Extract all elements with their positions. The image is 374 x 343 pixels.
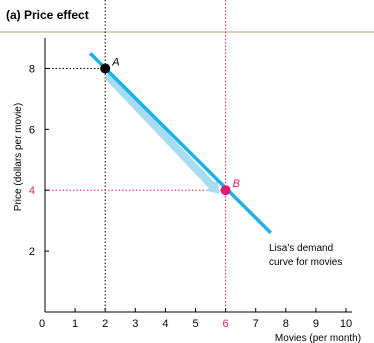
x-tick-label-8: 8 bbox=[283, 318, 289, 330]
x-tick-label-3: 3 bbox=[132, 318, 138, 330]
axes bbox=[44, 38, 352, 313]
point-a-marker bbox=[100, 63, 111, 74]
x-tick-label-1: 1 bbox=[72, 318, 78, 330]
curve-label-line-1: Lisa's demand bbox=[269, 243, 333, 254]
point-b-label: B bbox=[233, 178, 240, 190]
y-tick-label-2: 2 bbox=[29, 246, 35, 258]
axis-labels: Price (dollars per movie) Movies (per mo… bbox=[13, 103, 361, 343]
points-layer: AB bbox=[100, 56, 240, 196]
x-tick-label-0: 0 bbox=[39, 318, 45, 330]
x-axis-label: Movies (per month) bbox=[275, 333, 361, 343]
price-effect-arrow-head bbox=[205, 179, 220, 194]
x-tick-label-10: 10 bbox=[340, 318, 352, 330]
price-effect-arrow bbox=[105, 73, 220, 194]
demand-curve-layer bbox=[88, 51, 272, 235]
x-tick-label-9: 9 bbox=[313, 318, 319, 330]
x-tick-label-5: 5 bbox=[192, 318, 198, 330]
x-tick-label-7: 7 bbox=[253, 318, 259, 330]
y-tick-label-6: 6 bbox=[29, 124, 35, 136]
point-b-marker bbox=[220, 185, 231, 196]
demand-curve bbox=[88, 51, 272, 235]
x-tick-label-4: 4 bbox=[162, 318, 168, 330]
x-tick-label-6: 6 bbox=[223, 318, 229, 330]
guide-lines bbox=[45, 0, 227, 312]
title-divider bbox=[0, 31, 374, 33]
axis-ticks: 0 1 2 3 4 5 6 7 8 9 10 2 4 6 8 bbox=[29, 63, 352, 330]
x-tick-label-2: 2 bbox=[102, 318, 108, 330]
panel-title: (a) Price effect bbox=[6, 8, 89, 22]
price-effect-arrow-shaft bbox=[105, 73, 216, 190]
y-axis-label: Price (dollars per movie) bbox=[13, 103, 24, 211]
y-tick-label-4: 4 bbox=[29, 185, 35, 197]
y-tick-label-8: 8 bbox=[29, 63, 35, 75]
point-a-label: A bbox=[111, 56, 119, 68]
curve-label-line-2: curve for movies bbox=[269, 257, 342, 268]
